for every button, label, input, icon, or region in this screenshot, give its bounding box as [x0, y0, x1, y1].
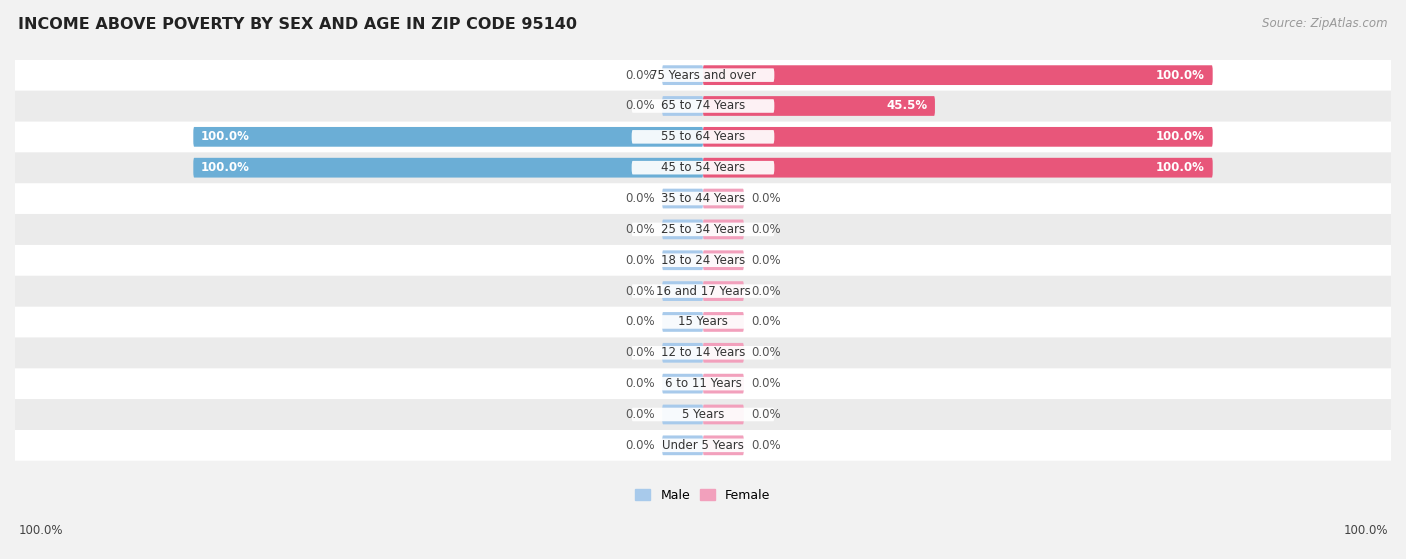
FancyBboxPatch shape: [15, 152, 1391, 183]
FancyBboxPatch shape: [15, 245, 1391, 276]
Text: 100.0%: 100.0%: [18, 524, 63, 537]
FancyBboxPatch shape: [662, 96, 703, 116]
FancyBboxPatch shape: [631, 408, 775, 421]
Text: 45 to 54 Years: 45 to 54 Years: [661, 161, 745, 174]
FancyBboxPatch shape: [703, 65, 1213, 85]
Text: 5 Years: 5 Years: [682, 408, 724, 421]
FancyBboxPatch shape: [631, 99, 775, 113]
FancyBboxPatch shape: [15, 121, 1391, 152]
Text: 0.0%: 0.0%: [751, 315, 782, 329]
FancyBboxPatch shape: [15, 276, 1391, 306]
FancyBboxPatch shape: [15, 214, 1391, 245]
FancyBboxPatch shape: [193, 127, 703, 146]
FancyBboxPatch shape: [662, 435, 703, 455]
Text: 100.0%: 100.0%: [1156, 69, 1205, 82]
FancyBboxPatch shape: [15, 91, 1391, 121]
Text: 0.0%: 0.0%: [751, 377, 782, 390]
Text: 0.0%: 0.0%: [624, 377, 655, 390]
FancyBboxPatch shape: [662, 250, 703, 270]
Text: 100.0%: 100.0%: [1343, 524, 1388, 537]
FancyBboxPatch shape: [631, 315, 775, 329]
Text: Under 5 Years: Under 5 Years: [662, 439, 744, 452]
Text: 0.0%: 0.0%: [751, 439, 782, 452]
Text: 45.5%: 45.5%: [886, 100, 927, 112]
FancyBboxPatch shape: [703, 127, 1213, 146]
FancyBboxPatch shape: [631, 346, 775, 359]
FancyBboxPatch shape: [703, 189, 744, 209]
Text: 15 Years: 15 Years: [678, 315, 728, 329]
FancyBboxPatch shape: [703, 312, 744, 332]
FancyBboxPatch shape: [193, 158, 703, 178]
Text: 0.0%: 0.0%: [751, 254, 782, 267]
FancyBboxPatch shape: [15, 368, 1391, 399]
FancyBboxPatch shape: [15, 306, 1391, 338]
FancyBboxPatch shape: [15, 430, 1391, 461]
FancyBboxPatch shape: [631, 68, 775, 82]
Text: 12 to 14 Years: 12 to 14 Years: [661, 346, 745, 359]
FancyBboxPatch shape: [703, 158, 1213, 178]
FancyBboxPatch shape: [662, 343, 703, 363]
FancyBboxPatch shape: [703, 96, 935, 116]
FancyBboxPatch shape: [703, 435, 744, 455]
FancyBboxPatch shape: [662, 405, 703, 424]
Text: 100.0%: 100.0%: [201, 130, 250, 143]
FancyBboxPatch shape: [15, 338, 1391, 368]
FancyBboxPatch shape: [631, 285, 775, 298]
FancyBboxPatch shape: [703, 374, 744, 394]
FancyBboxPatch shape: [15, 60, 1391, 91]
Text: 0.0%: 0.0%: [624, 100, 655, 112]
FancyBboxPatch shape: [15, 399, 1391, 430]
Text: 35 to 44 Years: 35 to 44 Years: [661, 192, 745, 205]
Text: 0.0%: 0.0%: [751, 285, 782, 297]
FancyBboxPatch shape: [703, 281, 744, 301]
Text: 0.0%: 0.0%: [624, 408, 655, 421]
FancyBboxPatch shape: [662, 220, 703, 239]
FancyBboxPatch shape: [703, 220, 744, 239]
FancyBboxPatch shape: [15, 183, 1391, 214]
FancyBboxPatch shape: [703, 343, 744, 363]
Text: 0.0%: 0.0%: [751, 223, 782, 236]
Text: 65 to 74 Years: 65 to 74 Years: [661, 100, 745, 112]
Text: 16 and 17 Years: 16 and 17 Years: [655, 285, 751, 297]
Text: 100.0%: 100.0%: [1156, 161, 1205, 174]
Text: 0.0%: 0.0%: [751, 192, 782, 205]
Text: 55 to 64 Years: 55 to 64 Years: [661, 130, 745, 143]
FancyBboxPatch shape: [631, 222, 775, 236]
Legend: Male, Female: Male, Female: [630, 484, 776, 506]
Text: 100.0%: 100.0%: [201, 161, 250, 174]
FancyBboxPatch shape: [662, 281, 703, 301]
FancyBboxPatch shape: [662, 65, 703, 85]
Text: 25 to 34 Years: 25 to 34 Years: [661, 223, 745, 236]
Text: 0.0%: 0.0%: [624, 192, 655, 205]
Text: 0.0%: 0.0%: [624, 69, 655, 82]
Text: 100.0%: 100.0%: [1156, 130, 1205, 143]
FancyBboxPatch shape: [631, 161, 775, 174]
FancyBboxPatch shape: [631, 130, 775, 144]
FancyBboxPatch shape: [631, 439, 775, 452]
Text: 0.0%: 0.0%: [751, 346, 782, 359]
Text: 0.0%: 0.0%: [624, 439, 655, 452]
Text: INCOME ABOVE POVERTY BY SEX AND AGE IN ZIP CODE 95140: INCOME ABOVE POVERTY BY SEX AND AGE IN Z…: [18, 17, 578, 32]
FancyBboxPatch shape: [662, 374, 703, 394]
Text: 0.0%: 0.0%: [624, 223, 655, 236]
FancyBboxPatch shape: [631, 192, 775, 205]
Text: 0.0%: 0.0%: [624, 315, 655, 329]
Text: 0.0%: 0.0%: [624, 285, 655, 297]
Text: 18 to 24 Years: 18 to 24 Years: [661, 254, 745, 267]
FancyBboxPatch shape: [662, 312, 703, 332]
FancyBboxPatch shape: [662, 189, 703, 209]
Text: 6 to 11 Years: 6 to 11 Years: [665, 377, 741, 390]
Text: 75 Years and over: 75 Years and over: [650, 69, 756, 82]
FancyBboxPatch shape: [703, 250, 744, 270]
FancyBboxPatch shape: [631, 253, 775, 267]
Text: 0.0%: 0.0%: [751, 408, 782, 421]
FancyBboxPatch shape: [631, 377, 775, 390]
Text: Source: ZipAtlas.com: Source: ZipAtlas.com: [1263, 17, 1388, 30]
Text: 0.0%: 0.0%: [624, 346, 655, 359]
FancyBboxPatch shape: [703, 405, 744, 424]
Text: 0.0%: 0.0%: [624, 254, 655, 267]
